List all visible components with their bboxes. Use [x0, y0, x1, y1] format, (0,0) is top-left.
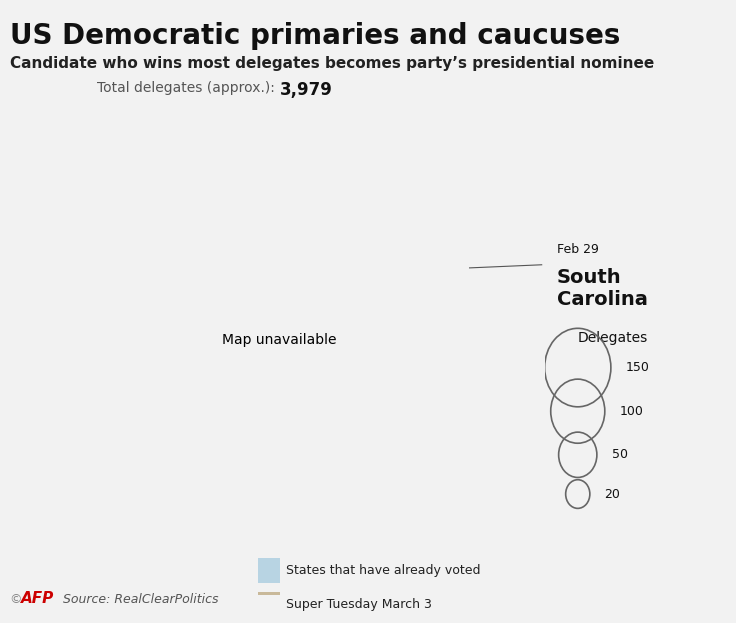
Text: Source: RealClearPolitics: Source: RealClearPolitics: [55, 592, 219, 606]
Text: US Democratic primaries and caucuses: US Democratic primaries and caucuses: [10, 22, 620, 50]
Text: AFP: AFP: [21, 591, 54, 606]
Text: Delegates: Delegates: [578, 331, 648, 345]
Text: 3,979: 3,979: [280, 81, 333, 99]
Text: States that have already voted: States that have already voted: [286, 564, 481, 576]
Bar: [258, 558, 280, 583]
Text: Feb 29: Feb 29: [556, 242, 598, 255]
Text: 150: 150: [626, 361, 649, 374]
Text: 20: 20: [604, 488, 620, 500]
Text: Super Tuesday March 3: Super Tuesday March 3: [286, 599, 432, 611]
Text: South
Carolina: South Carolina: [556, 268, 648, 309]
Bar: [258, 592, 280, 617]
Text: ©: ©: [10, 592, 26, 606]
Text: Map unavailable: Map unavailable: [222, 333, 337, 346]
Text: Total delegates (approx.):: Total delegates (approx.):: [97, 81, 280, 95]
Text: Candidate who wins most delegates becomes party’s presidential nominee: Candidate who wins most delegates become…: [10, 56, 654, 71]
Text: 100: 100: [620, 405, 643, 417]
Text: 50: 50: [612, 449, 628, 461]
